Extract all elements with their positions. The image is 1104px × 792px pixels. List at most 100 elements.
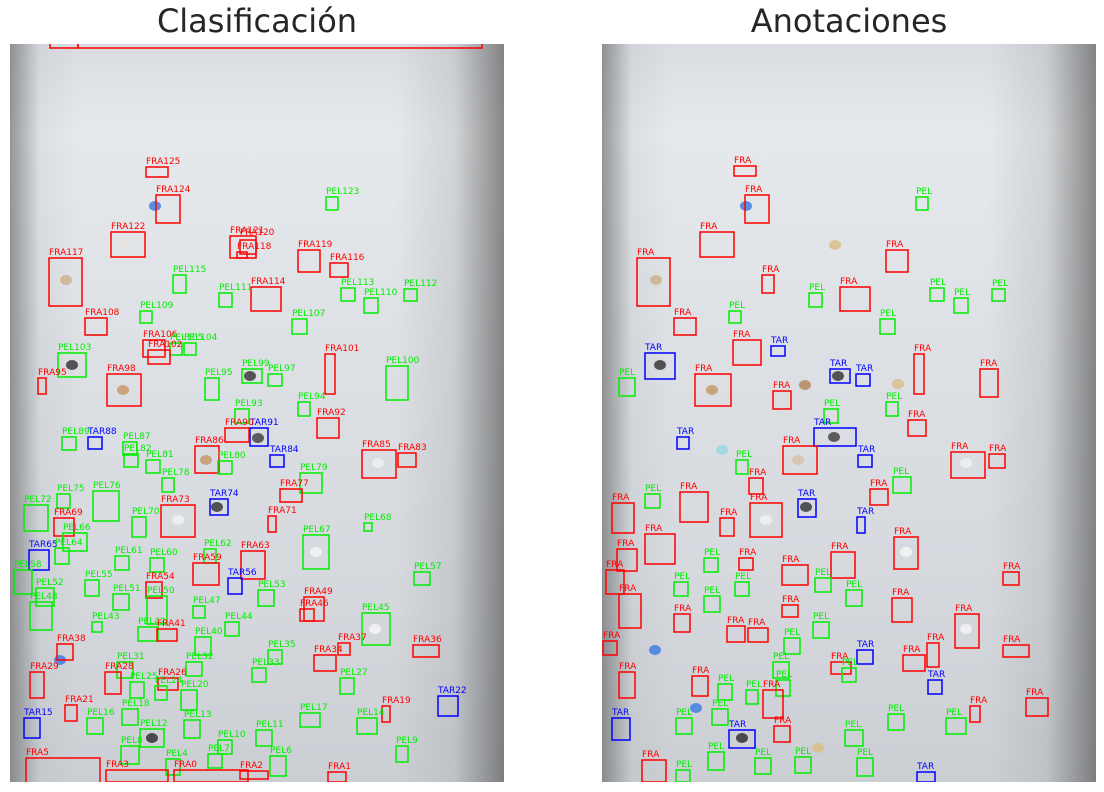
annotation-fra: FRA bbox=[719, 508, 738, 537]
detection-label: PEL25 bbox=[130, 672, 158, 682]
annotation-fra: FRA bbox=[699, 222, 735, 258]
annotation-box bbox=[719, 517, 735, 537]
annotation-label: FRA bbox=[774, 716, 792, 726]
detection-fra117: FRA117 bbox=[48, 248, 83, 307]
detection-label: PEL103 bbox=[58, 343, 91, 353]
annotation-fra: FRA bbox=[747, 618, 769, 643]
annotation-pel: PEL bbox=[772, 652, 790, 679]
annotation-label: FRA bbox=[773, 381, 791, 391]
detection-label: TAR56 bbox=[227, 568, 257, 578]
detection-label: PEL70 bbox=[132, 507, 160, 517]
annotation-label: FRA bbox=[674, 308, 692, 318]
annotation-fra: FRA bbox=[773, 716, 792, 743]
detection-pel35: PEL35 bbox=[267, 640, 296, 665]
detection-label: FRA117 bbox=[49, 248, 83, 258]
annotation-box bbox=[856, 649, 874, 665]
detection-box bbox=[23, 504, 49, 532]
detection-pel66: PEL66 bbox=[62, 523, 91, 552]
annotation-pel: PEL bbox=[844, 720, 864, 747]
detection-label: FRA19 bbox=[382, 696, 411, 706]
annotation-label: FRA bbox=[745, 185, 763, 195]
detection-label: PEL7 bbox=[208, 744, 230, 754]
annotation-box bbox=[679, 491, 709, 523]
particle-blob bbox=[654, 360, 666, 370]
annotation-box bbox=[728, 729, 756, 749]
detection-tar84: TAR84 bbox=[269, 445, 299, 468]
annotation-box bbox=[618, 671, 636, 699]
detection-box bbox=[207, 753, 223, 769]
annotation-label: PEL bbox=[815, 568, 831, 578]
annotation-label: FRA bbox=[734, 156, 752, 166]
detection-box bbox=[192, 605, 206, 619]
detection-fra41: FRA41 bbox=[156, 619, 186, 642]
annotation-label: PEL bbox=[735, 572, 751, 582]
annotation-label: FRA bbox=[642, 750, 660, 760]
annotation-box bbox=[879, 318, 896, 335]
annotation-label: FRA bbox=[680, 482, 698, 492]
detection-label: PEL67 bbox=[303, 525, 331, 535]
annotation-label: TAR bbox=[813, 418, 831, 428]
annotation-box bbox=[733, 165, 757, 177]
annotation-box bbox=[902, 654, 926, 672]
annotation-box bbox=[611, 502, 635, 534]
annotation-tar: TAR bbox=[856, 640, 874, 665]
annotation-tar: TAR bbox=[855, 364, 873, 387]
detection-label: PEL18 bbox=[122, 699, 150, 709]
detection-fra95: FRA95 bbox=[37, 368, 67, 395]
annotation-box bbox=[675, 769, 691, 782]
annotation-label: PEL bbox=[916, 187, 932, 197]
detection-box bbox=[297, 401, 311, 417]
annotation-label: FRA bbox=[831, 652, 849, 662]
annotation-box bbox=[744, 194, 770, 224]
annotation-label: FRA bbox=[892, 588, 910, 598]
annotation-label: PEL bbox=[886, 392, 902, 402]
detection-box bbox=[224, 427, 250, 443]
annotation-label: FRA bbox=[750, 493, 768, 503]
detection-box bbox=[257, 589, 275, 607]
detection-box bbox=[267, 649, 283, 665]
detection-box bbox=[324, 353, 336, 395]
annotation-box bbox=[673, 317, 697, 336]
detection-tar56: TAR56 bbox=[227, 568, 257, 595]
annotation-box bbox=[812, 621, 830, 639]
detection-label: FRA98 bbox=[107, 364, 136, 374]
detection-fra85: FRA85 bbox=[361, 440, 397, 479]
detection-box bbox=[23, 717, 41, 739]
detection-label: FRA26 bbox=[158, 668, 187, 678]
annotation-label: PEL bbox=[992, 279, 1008, 289]
detection-box bbox=[299, 472, 323, 494]
detection-label: PEL95 bbox=[205, 368, 233, 378]
detection-label: FRA124 bbox=[156, 185, 191, 195]
detection-box bbox=[145, 581, 163, 599]
detection-box bbox=[13, 569, 33, 595]
particle-blob bbox=[200, 455, 212, 465]
detection-box bbox=[123, 453, 139, 468]
detection-fra34: FRA34 bbox=[313, 645, 343, 672]
detection-label: FRA0 bbox=[174, 760, 197, 770]
detection-pel58: PEL58 bbox=[13, 560, 42, 595]
annotation-fra: FRA bbox=[744, 185, 770, 224]
detection-box bbox=[25, 757, 101, 782]
detection-label: PEL110 bbox=[364, 288, 398, 298]
annotation-label: FRA bbox=[619, 584, 637, 594]
detection-box bbox=[302, 534, 330, 570]
detection-label: FRA63 bbox=[241, 541, 270, 551]
annotation-box bbox=[856, 757, 874, 777]
annotation-box bbox=[808, 292, 823, 308]
detection-box bbox=[160, 504, 196, 538]
annotation-fra: FRA bbox=[605, 560, 625, 595]
detection-box bbox=[194, 636, 212, 656]
detection-box bbox=[165, 758, 181, 776]
annotation-label: PEL bbox=[893, 467, 909, 477]
detection-box bbox=[313, 654, 337, 672]
annotation-label: FRA bbox=[840, 277, 858, 287]
annotation-box bbox=[830, 551, 856, 579]
annotation-label: TAR bbox=[927, 670, 945, 680]
detection-label: FRA120 bbox=[240, 228, 275, 238]
detection-label: FRA83 bbox=[398, 443, 427, 453]
detection-box bbox=[86, 717, 104, 735]
detection-pel18: PEL18 bbox=[121, 699, 150, 726]
annotation-label: PEL bbox=[930, 278, 946, 288]
detection-box bbox=[269, 454, 285, 468]
detection-fra102: FRA102 bbox=[147, 340, 182, 365]
